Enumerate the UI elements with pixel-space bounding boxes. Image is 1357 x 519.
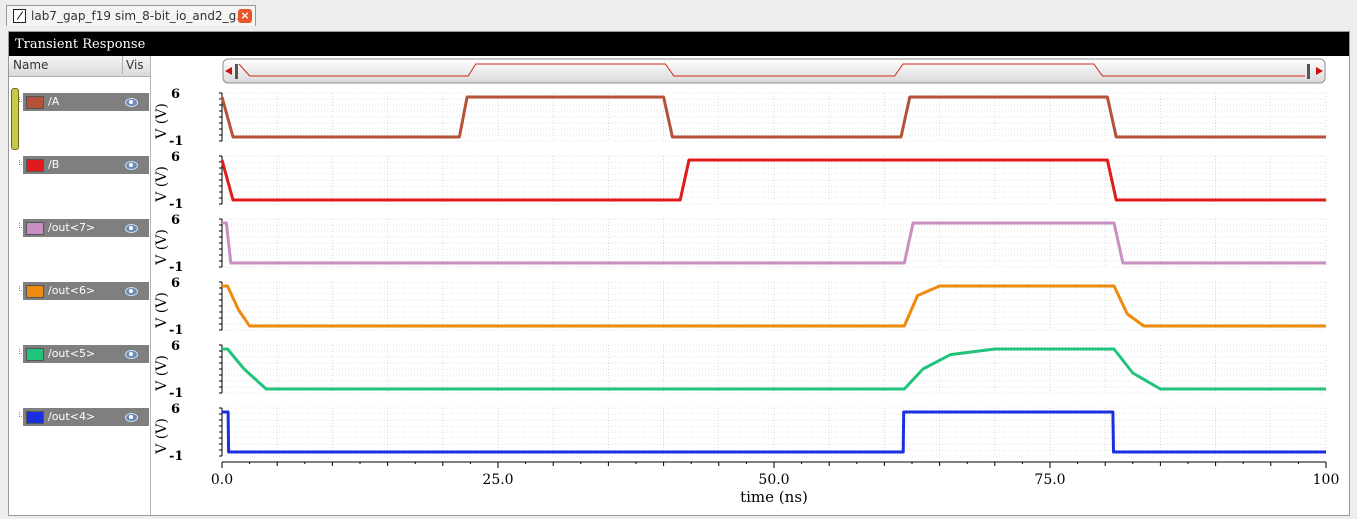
signal-trace[interactable]	[222, 284, 1326, 328]
window-title: Transient Response	[9, 32, 1349, 56]
color-swatch	[26, 159, 44, 172]
x-tick-label: 25.0	[482, 472, 513, 488]
tree-connector	[19, 223, 24, 228]
signal-legend: Name Vis /A /B /out<7> /out<6>	[9, 56, 255, 515]
strip-selector-handle[interactable]	[11, 88, 19, 150]
visibility-eye-icon[interactable]	[125, 161, 138, 170]
signal-trace[interactable]	[220, 95, 1326, 139]
legend-item-out4[interactable]: /out<4>	[23, 408, 149, 426]
y-max-label: 6	[171, 276, 180, 291]
visibility-eye-icon[interactable]	[125, 224, 138, 233]
signal-name: /B	[48, 158, 60, 171]
tab-transient-response[interactable]: lab7_gap_f19 sim_8-bit_io_and2_g... ×	[6, 5, 256, 26]
document-icon	[13, 9, 26, 23]
tab-label: lab7_gap_f19 sim_8-bit_io_and2_g...	[31, 9, 248, 23]
y-min-label: -1	[169, 197, 183, 212]
y-min-label: -1	[169, 134, 183, 149]
y-axis-label: V (V)	[154, 418, 170, 455]
x-axis: 0.0 25.0 50.0 75.0 100 time (ns)	[211, 461, 1340, 506]
close-icon[interactable]: ×	[238, 9, 252, 23]
visibility-eye-icon[interactable]	[125, 287, 138, 296]
x-axis-label: time (ns)	[740, 488, 808, 506]
signal-name: /out<5>	[48, 347, 96, 360]
waveform-strip[interactable]: 6 -1V (V)	[154, 402, 1327, 464]
legend-item-out6[interactable]: /out<6>	[23, 282, 149, 300]
y-axis-label: V (V)	[154, 292, 170, 329]
y-axis-label: V (V)	[154, 166, 170, 203]
y-max-label: 6	[171, 213, 180, 228]
signal-name: /A	[48, 95, 60, 108]
y-max-label: 6	[171, 150, 180, 165]
y-min-label: -1	[169, 260, 183, 275]
y-max-label: 6	[171, 87, 180, 102]
y-axis-label: V (V)	[154, 229, 170, 266]
legend-item-b[interactable]: /B	[23, 156, 149, 174]
overview-track[interactable]	[222, 58, 1326, 84]
visibility-eye-icon[interactable]	[125, 413, 138, 422]
y-min-label: -1	[169, 323, 183, 338]
signal-trace[interactable]	[222, 410, 1326, 454]
signal-trace[interactable]	[220, 158, 1326, 202]
scroll-right-arrow-icon[interactable]	[1316, 67, 1323, 75]
color-swatch	[26, 411, 44, 424]
color-swatch	[26, 96, 44, 109]
overview-trace	[238, 63, 1305, 77]
legend-header-name[interactable]: Name	[13, 58, 49, 72]
waveform-strip[interactable]: 6 -1V (V)	[154, 150, 1327, 212]
y-max-label: 6	[171, 339, 180, 354]
visibility-eye-icon[interactable]	[125, 98, 138, 107]
y-axis-label: V (V)	[154, 103, 170, 140]
overview-right-handle[interactable]	[1307, 64, 1310, 79]
waveform-strip[interactable]: 6 -1V (V)	[154, 276, 1327, 338]
legend-header-vis[interactable]: Vis	[122, 56, 255, 76]
color-swatch	[26, 285, 44, 298]
signal-name: /out<6>	[48, 284, 96, 297]
legend-header: Name Vis	[9, 56, 255, 77]
legend-item-out7[interactable]: /out<7>	[23, 219, 149, 237]
y-axis-label: V (V)	[154, 355, 170, 392]
color-swatch	[26, 222, 44, 235]
waveform-strip[interactable]: 6 -1V (V)	[154, 339, 1327, 401]
waveform-strip[interactable]: 6 -1V (V)	[154, 213, 1327, 275]
signal-name: /out<4>	[48, 410, 96, 423]
x-tick-label: 50.0	[758, 472, 789, 488]
signal-trace[interactable]	[222, 347, 1326, 391]
tree-connector	[19, 160, 24, 165]
tree-connector	[19, 97, 24, 102]
waveform-strip[interactable]: 6 -1V (V)	[154, 87, 1327, 149]
visibility-eye-icon[interactable]	[125, 350, 138, 359]
color-swatch	[26, 348, 44, 361]
overview-left-handle[interactable]	[235, 64, 238, 79]
signal-trace[interactable]	[222, 221, 1326, 265]
tree-connector	[19, 349, 24, 354]
tab-bar: lab7_gap_f19 sim_8-bit_io_and2_g... ×	[0, 0, 1357, 30]
waveform-plot[interactable]: 6-1V (V)6-1V (V)6-1V (V)6-1V (V)6-1V (V)…	[151, 56, 1349, 515]
overview-scrollbar[interactable]	[222, 58, 1326, 84]
x-tick-label: 0.0	[211, 472, 233, 488]
y-min-label: -1	[169, 386, 183, 401]
legend-item-a[interactable]: /A	[23, 93, 149, 111]
legend-item-out5[interactable]: /out<5>	[23, 345, 149, 363]
scroll-left-arrow-icon[interactable]	[225, 67, 232, 75]
tree-connector	[19, 412, 24, 417]
y-min-label: -1	[169, 449, 183, 464]
tree-connector	[19, 286, 24, 291]
plot-area[interactable]: 6 -1 V (V) 6 -1 V (V) 6 -1 V (V) 6 -1 V (V) 6 -1 V (V)…	[151, 56, 1349, 515]
signal-name: /out<7>	[48, 221, 96, 234]
x-tick-label: 100	[1313, 472, 1340, 488]
waveform-panel: Transient Response Name Vis /A /B /out<7…	[8, 31, 1350, 516]
x-tick-label: 75.0	[1034, 472, 1065, 488]
y-max-label: 6	[171, 402, 180, 417]
